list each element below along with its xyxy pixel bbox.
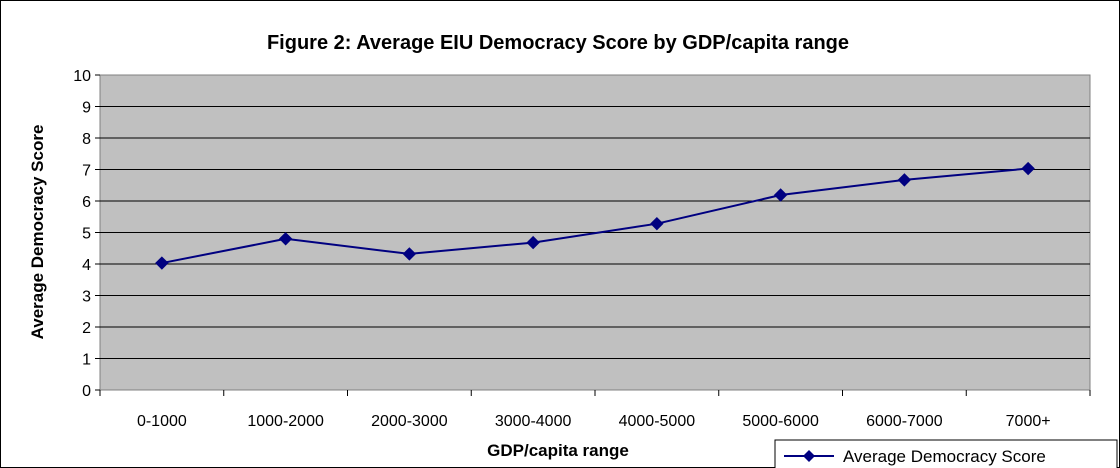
x-axis-title: GDP/capita range (487, 441, 629, 460)
x-tick-label: 2000-3000 (371, 413, 448, 430)
x-tick-label: 5000-6000 (742, 413, 819, 430)
data-point-marker (526, 235, 540, 250)
data-point-marker (1021, 161, 1035, 176)
chart-title: Figure 2: Average EIU Democracy Score by… (267, 32, 849, 54)
data-point-marker (155, 256, 169, 270)
y-tick-label: 2 (82, 320, 91, 337)
grid-lines (100, 106, 1090, 359)
legend-diamond-marker (803, 450, 815, 462)
x-axis-ticks: 0-1000 1000-2000 2000-3000 3000-4000 4000-50… (99, 390, 1091, 430)
y-tick-label: 8 (82, 131, 91, 148)
x-tick-label: 7000+ (1006, 413, 1051, 430)
y-axis-title: Average Democracy Score (28, 125, 47, 340)
legend-box (774, 439, 1118, 468)
y-tick-label: 10 (73, 68, 91, 85)
y-tick-label: 5 (82, 226, 91, 243)
y-tick-label: 6 (82, 194, 91, 211)
y-tick-label: 3 (82, 289, 91, 306)
data-point-marker (402, 247, 417, 261)
x-tick-label: 1000-2000 (247, 413, 324, 430)
x-tick-label: 6000-7000 (866, 413, 943, 430)
data-point-marker (897, 173, 912, 187)
y-tick-label: 9 (82, 100, 91, 117)
legend: Average Democracy Score (774, 439, 1118, 468)
y-tick-label: 4 (82, 257, 91, 274)
y-tick-label: 1 (82, 352, 91, 369)
legend-label: Average Democracy Score (843, 447, 1046, 466)
data-point-marker (773, 188, 788, 202)
data-point-marker (278, 232, 293, 246)
y-tick-label: 7 (82, 163, 91, 180)
data-point-marker (650, 216, 664, 231)
x-tick-label: 3000-4000 (495, 413, 572, 430)
y-axis-ticks: 0 1 2 3 4 5 6 7 8 9 10 (73, 68, 100, 400)
x-tick-label: 0-1000 (137, 413, 187, 430)
y-tick-label: 0 (82, 383, 91, 400)
x-tick-label: 4000-5000 (619, 413, 696, 430)
series-layer (155, 161, 1035, 270)
series-line (161, 167, 1029, 265)
